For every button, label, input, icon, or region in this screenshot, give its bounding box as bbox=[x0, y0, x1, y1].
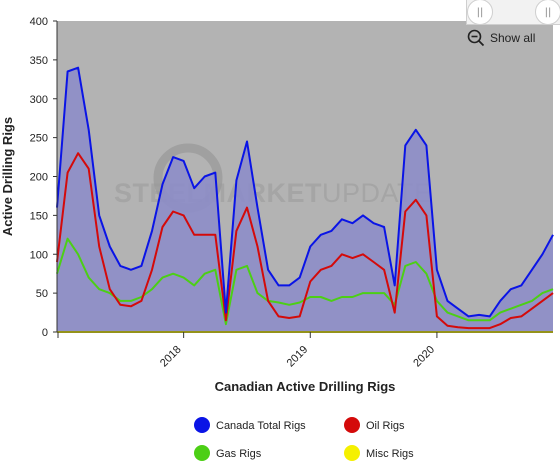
legend-marker bbox=[194, 445, 210, 461]
handle-glyph-right: || bbox=[544, 6, 552, 18]
zoom-out-icon bbox=[467, 29, 485, 47]
legend-label: Canada Total Rigs bbox=[216, 420, 306, 432]
legend-item-canada-total[interactable]: Canada Total Rigs bbox=[194, 417, 306, 433]
y-tick-label: 150 bbox=[30, 210, 48, 222]
y-tick-label: 400 bbox=[30, 16, 48, 28]
legend-label: Oil Rigs bbox=[366, 420, 405, 432]
legend-item-oil[interactable]: Oil Rigs bbox=[344, 417, 405, 433]
y-tick-label: 0 bbox=[42, 327, 48, 339]
legend-marker bbox=[344, 417, 360, 433]
y-tick-label: 100 bbox=[30, 249, 48, 261]
range-handle-right[interactable]: || bbox=[535, 0, 560, 25]
y-tick-label: 300 bbox=[30, 94, 48, 106]
legend-item-gas[interactable]: Gas Rigs bbox=[194, 445, 262, 461]
y-tick-label: 350 bbox=[30, 55, 48, 67]
legend-marker bbox=[194, 417, 210, 433]
series-line-oil bbox=[56, 152, 554, 330]
range-navigator[interactable]: || || bbox=[466, 0, 560, 25]
y-tick-label: 50 bbox=[36, 288, 48, 300]
y-tick-label: 250 bbox=[30, 133, 48, 145]
legend-item-misc[interactable]: Misc Rigs bbox=[344, 445, 414, 461]
y-tick-label: 200 bbox=[30, 172, 48, 184]
x-axis: 2018 2019 2020 bbox=[57, 331, 553, 370]
legend-marker bbox=[344, 445, 360, 461]
legend-label: Misc Rigs bbox=[366, 448, 414, 460]
show-all-label: Show all bbox=[490, 31, 536, 45]
watermark-part-market: MARKET bbox=[204, 178, 323, 208]
legend-label: Gas Rigs bbox=[216, 448, 262, 460]
x-tick-label: 2020 bbox=[411, 344, 437, 370]
range-handle-left[interactable]: || bbox=[467, 0, 493, 25]
y-axis-title: Active Drilling Rigs bbox=[0, 117, 15, 236]
x-axis-title: Canadian Active Drilling Rigs bbox=[215, 379, 396, 394]
y-axis: 0 50 100 150 200 250 300 350 400 bbox=[30, 16, 58, 339]
x-tick-label: 2019 bbox=[285, 344, 311, 370]
series-line-canada-total bbox=[56, 66, 554, 318]
legend: Canada Total Rigs Oil Rigs Gas Rigs Misc Ri… bbox=[194, 417, 414, 461]
handle-glyph-left: || bbox=[476, 6, 484, 18]
series-area-canada-total bbox=[57, 67, 553, 332]
x-tick-label: 2018 bbox=[158, 344, 184, 370]
show-all-button[interactable]: Show all bbox=[467, 29, 535, 47]
